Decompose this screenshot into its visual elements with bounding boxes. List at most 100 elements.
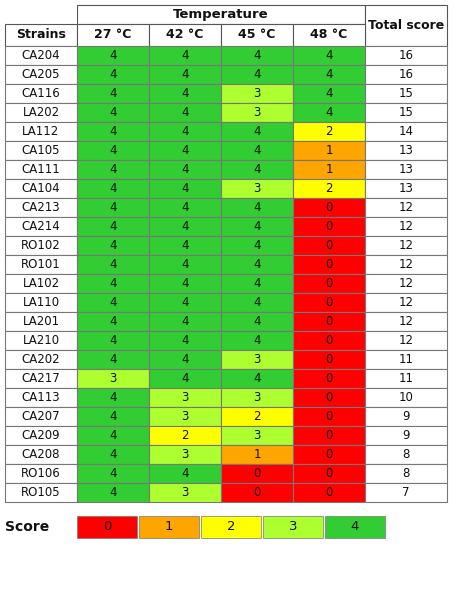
Bar [365,103,447,122]
Text: 8: 8 [402,448,410,461]
Bar [77,122,149,141]
Text: 4: 4 [253,163,261,176]
Text: 3: 3 [253,429,261,442]
Text: 4: 4 [181,106,189,119]
Text: 12: 12 [399,201,413,214]
Text: 12: 12 [399,220,413,233]
Text: 4: 4 [253,277,261,290]
Bar [77,198,149,217]
Text: 4: 4 [109,315,117,328]
Text: LA102: LA102 [22,277,60,290]
Bar [77,103,149,122]
Bar [5,198,77,217]
Text: 2: 2 [325,125,333,138]
Text: 4: 4 [109,87,117,100]
Text: 13: 13 [399,182,413,195]
Text: 4: 4 [109,334,117,347]
Bar [5,46,77,65]
Text: 1: 1 [325,144,333,157]
Text: 3: 3 [289,521,297,534]
Bar [221,141,293,160]
Bar [5,274,77,293]
Text: 4: 4 [253,315,261,328]
Bar [149,65,221,84]
Text: CA205: CA205 [22,68,60,81]
Bar [77,255,149,274]
Text: 15: 15 [399,87,413,100]
Bar [77,426,149,445]
Bar [221,407,293,426]
Text: 1: 1 [165,521,173,534]
Text: 4: 4 [181,220,189,233]
Text: 42 °C: 42 °C [166,29,204,41]
Text: CA217: CA217 [22,372,60,385]
Bar [77,407,149,426]
Text: 4: 4 [181,87,189,100]
Text: 4: 4 [109,258,117,271]
Text: 4: 4 [253,258,261,271]
Text: 4: 4 [181,182,189,195]
Text: 15: 15 [399,106,413,119]
Bar [293,369,365,388]
Text: 12: 12 [399,315,413,328]
Text: 13: 13 [399,144,413,157]
Bar [5,483,77,502]
Bar [221,426,293,445]
Bar [293,141,365,160]
Text: CA204: CA204 [22,49,60,62]
Text: 0: 0 [253,467,261,480]
Text: 4: 4 [181,277,189,290]
Bar [5,312,77,331]
Text: 3: 3 [182,391,189,404]
Bar [77,293,149,312]
Bar [365,65,447,84]
Bar [221,65,293,84]
Bar [365,445,447,464]
Text: Total score: Total score [368,19,444,32]
Bar [365,255,447,274]
Bar [149,407,221,426]
Text: 4: 4 [109,391,117,404]
Bar [149,217,221,236]
Bar [293,255,365,274]
Bar [221,46,293,65]
Text: 1: 1 [253,448,261,461]
Bar [293,464,365,483]
Bar [221,255,293,274]
Text: 0: 0 [325,296,333,309]
Text: 12: 12 [399,296,413,309]
Text: CA207: CA207 [22,410,60,423]
Bar [77,65,149,84]
Text: RO105: RO105 [21,486,61,499]
Bar [365,312,447,331]
Text: LA110: LA110 [22,296,60,309]
Text: 4: 4 [351,521,359,534]
Text: RO106: RO106 [21,467,61,480]
Text: 4: 4 [181,49,189,62]
Text: 0: 0 [103,521,111,534]
Bar [149,293,221,312]
Bar [77,388,149,407]
Text: 4: 4 [181,372,189,385]
Bar [149,198,221,217]
Text: 0: 0 [325,372,333,385]
Bar [5,426,77,445]
Bar [149,160,221,179]
Bar [221,236,293,255]
Bar [263,516,323,538]
Text: 4: 4 [253,68,261,81]
Bar [149,141,221,160]
Text: 4: 4 [109,144,117,157]
Text: 4: 4 [181,144,189,157]
Bar [77,217,149,236]
Text: 4: 4 [109,182,117,195]
Bar [365,350,447,369]
Text: CA213: CA213 [22,201,60,214]
Bar [293,312,365,331]
Bar [365,426,447,445]
Text: 14: 14 [399,125,413,138]
Text: 12: 12 [399,334,413,347]
Text: 4: 4 [109,353,117,366]
Text: 4: 4 [109,239,117,252]
Bar [5,407,77,426]
